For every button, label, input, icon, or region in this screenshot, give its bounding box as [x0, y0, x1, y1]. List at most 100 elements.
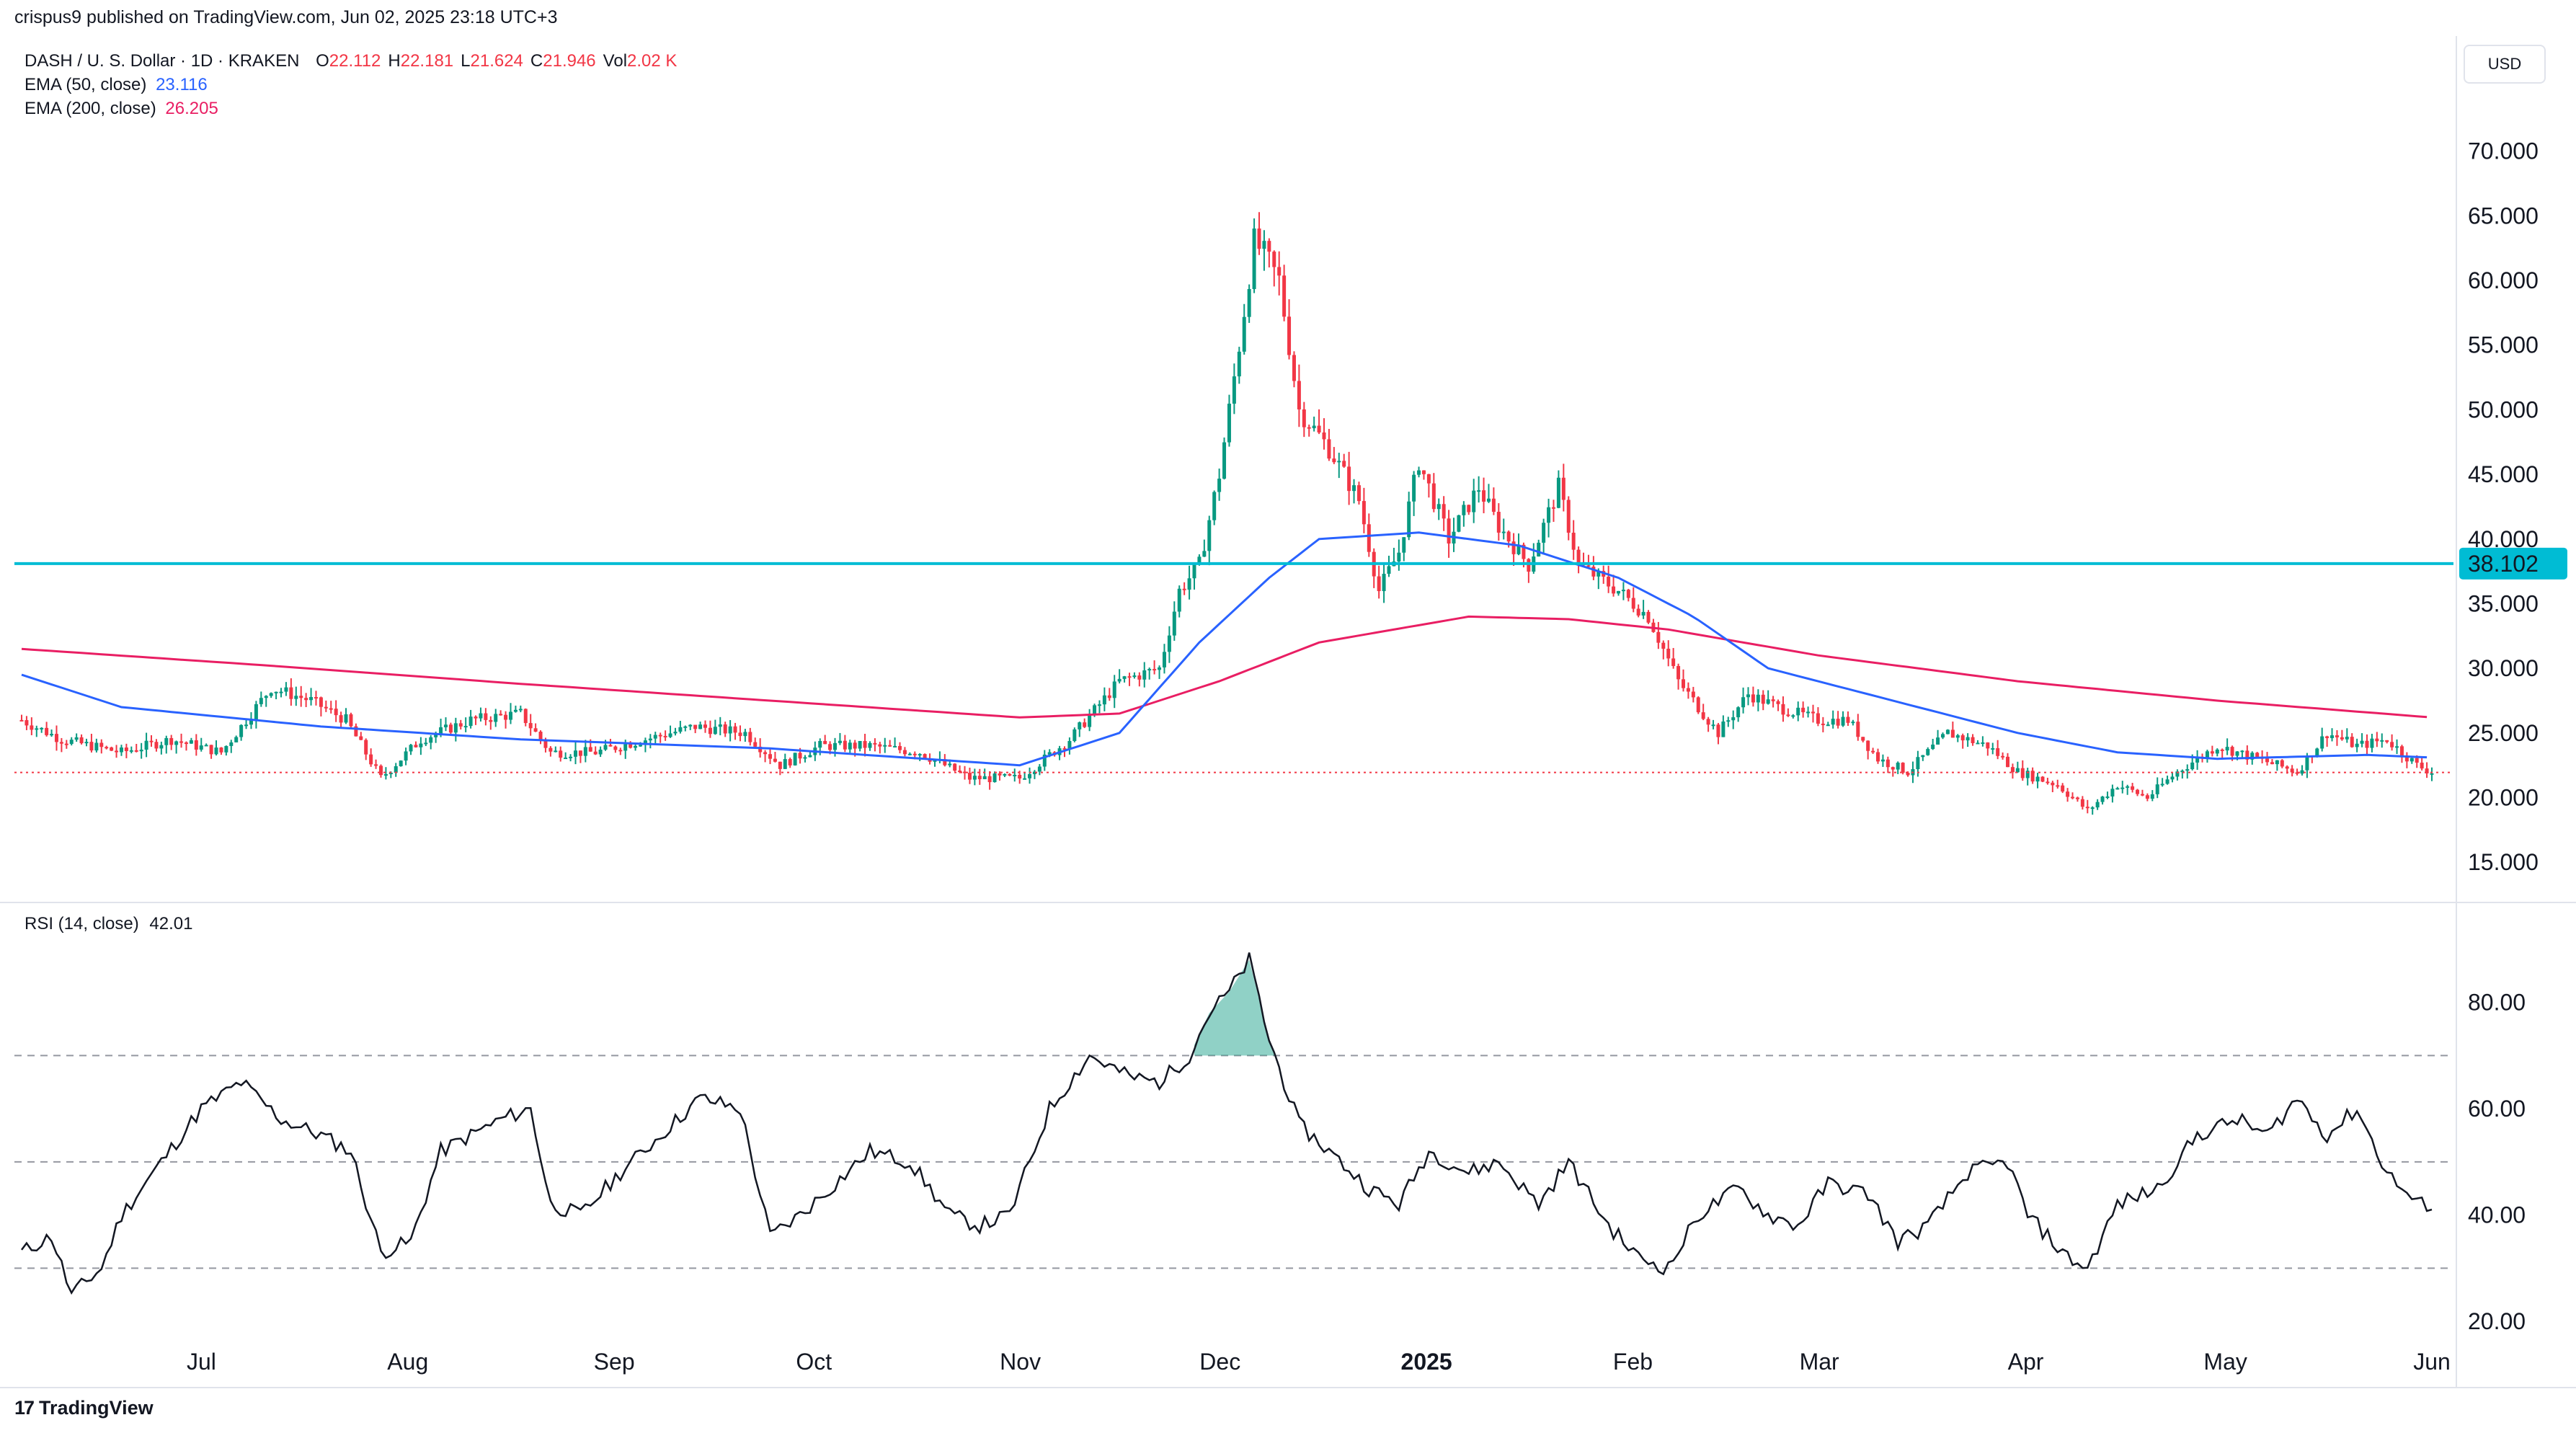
candle-body	[89, 742, 94, 751]
candle-body	[453, 723, 458, 733]
candle-body	[1542, 523, 1546, 543]
candle-body	[2145, 795, 2149, 799]
candle-body	[2390, 742, 2394, 747]
candle-body	[2375, 738, 2379, 742]
candle-body	[1516, 544, 1521, 554]
candle-body	[798, 753, 802, 759]
candle-body	[1771, 699, 1775, 701]
candle-body	[1551, 507, 1555, 509]
candle-body	[2275, 760, 2279, 765]
candle-body	[1571, 533, 1576, 550]
candle-body	[603, 745, 608, 750]
candle-body	[269, 693, 273, 696]
candle-body	[1607, 577, 1611, 587]
candle-body	[703, 724, 708, 728]
candle-body	[828, 744, 832, 750]
candle-body	[1486, 498, 1491, 502]
ohlc-key-o: O	[316, 51, 329, 71]
candle-body	[1377, 576, 1381, 592]
candle-body	[2225, 747, 2229, 751]
candle-body	[2250, 753, 2255, 760]
candle-body	[1297, 381, 1301, 409]
candle-body	[1846, 716, 1850, 723]
candle-body	[923, 754, 927, 759]
candle-body	[513, 709, 518, 712]
candle-body	[1986, 742, 1990, 749]
candle-body	[1656, 631, 1661, 643]
candle-body	[115, 750, 119, 753]
candle-body	[1382, 574, 1386, 592]
candle-body	[1641, 611, 1645, 616]
candle-body	[838, 740, 842, 743]
price-tick-label: 60.000	[2468, 267, 2539, 293]
candle-body	[2404, 755, 2409, 762]
candle-body	[598, 750, 603, 755]
currency-button[interactable]: USD	[2464, 45, 2546, 84]
ohlc-value-vol: 2.02 K	[627, 51, 678, 71]
candle-body	[468, 716, 473, 727]
candle-body	[2110, 789, 2115, 797]
candle-body	[2385, 740, 2389, 742]
footer-brand-text: TradingView	[39, 1397, 154, 1419]
candle-body	[264, 696, 268, 698]
candle-body	[1880, 759, 1885, 762]
candle-body	[2220, 749, 2224, 751]
candle-body	[1162, 652, 1166, 667]
candle-body	[593, 751, 598, 755]
candle-body	[1841, 716, 1845, 726]
candle-body	[533, 728, 538, 732]
candle-body	[1337, 461, 1341, 463]
candle-body	[2175, 771, 2180, 777]
ohlc-key-c: C	[530, 51, 543, 71]
candle-body	[1821, 723, 1825, 725]
candle-body	[663, 735, 667, 737]
candle-body	[623, 744, 628, 751]
candle-body	[1417, 470, 1421, 475]
candle-body	[803, 757, 807, 759]
candle-body	[2015, 768, 2020, 773]
candle-body	[1796, 707, 1800, 716]
rsi-label: RSI (14, close)	[25, 914, 139, 933]
candle-body	[618, 750, 623, 752]
candle-body	[833, 742, 838, 750]
time-tick-label: Jul	[187, 1349, 216, 1375]
candle-body	[1696, 697, 1700, 713]
candle-body	[2010, 767, 2015, 773]
price-tick-label: 20.000	[2468, 785, 2539, 811]
candle-body	[1217, 479, 1222, 492]
candle-body	[1676, 665, 1681, 680]
candle-body	[738, 732, 742, 737]
candle-body	[1646, 611, 1651, 623]
candle-body	[1102, 695, 1106, 705]
candle-body	[139, 750, 143, 752]
candle-body	[2370, 738, 2374, 748]
candle-body	[2410, 758, 2414, 762]
candle-body	[723, 724, 727, 734]
candle-body	[2115, 788, 2120, 790]
candle-body	[2095, 802, 2100, 808]
level-price-label: 38.102	[2468, 551, 2539, 577]
candle-body	[319, 697, 323, 707]
candle-body	[1322, 432, 1326, 440]
candle-body	[344, 714, 348, 723]
candle-body	[559, 750, 563, 758]
candle-body	[1387, 566, 1391, 574]
candle-body	[1547, 507, 1551, 523]
candle-body	[1442, 504, 1446, 519]
candle-body	[1347, 466, 1351, 492]
candle-body	[933, 760, 937, 762]
candle-body	[1766, 699, 1770, 704]
candle-body	[1751, 694, 1755, 703]
candle-body	[474, 716, 478, 719]
candle-body	[2100, 797, 2105, 802]
candle-body	[45, 727, 49, 735]
candle-body	[1407, 501, 1411, 538]
candle-body	[1726, 720, 1731, 722]
candle-body	[1506, 531, 1511, 542]
candle-body	[1367, 524, 1371, 552]
candle-body	[2185, 769, 2190, 771]
candle-body	[399, 760, 403, 766]
candle-body	[1791, 715, 1795, 717]
candle-body	[2025, 771, 2030, 778]
